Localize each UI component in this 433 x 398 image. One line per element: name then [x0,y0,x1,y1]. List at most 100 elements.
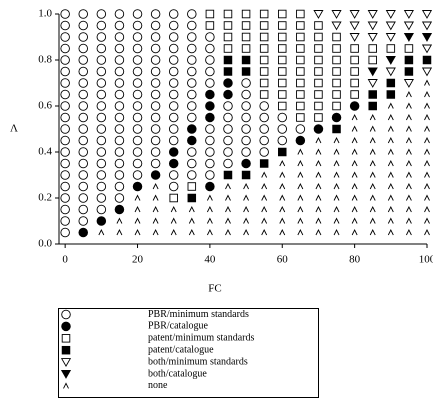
data-point [78,112,88,123]
data-point [331,112,342,123]
data-point [60,193,70,203]
data-point [134,205,141,213]
data-point [279,182,286,190]
data-point [314,113,323,122]
data-point [367,10,378,19]
data-point [424,228,430,236]
data-point [132,9,143,19]
data-point [406,194,412,201]
x-tick-label: 80 [349,254,361,266]
data-point [223,44,233,53]
data-point [96,147,107,157]
data-point [424,79,430,86]
data-point [333,136,340,144]
data-point [152,194,159,201]
data-point [60,112,70,123]
data-point [243,182,249,190]
data-point [314,67,323,76]
data-point [206,228,213,236]
data-point [406,90,412,98]
data-point [278,55,287,65]
data-point [315,159,322,167]
data-point [60,66,70,77]
data-point [279,228,286,236]
data-point [241,44,251,53]
data-point [205,66,215,77]
data-point [297,217,304,224]
data-point [314,78,323,88]
data-point [404,67,414,76]
data-point [369,136,376,144]
legend-label: patent/minimum standards [148,333,254,344]
data-point [351,136,358,144]
data-point [96,89,107,100]
data-point [259,90,269,99]
data-point [243,205,249,213]
data-point [279,217,286,224]
data-point [313,10,324,19]
data-point [168,158,179,169]
data-point [223,135,233,146]
data-point [332,67,341,76]
data-point [332,55,341,65]
data-point [315,228,322,236]
y-axis-label: Λ [10,123,18,135]
data-point [205,21,215,30]
data-point [241,32,251,42]
data-point [96,9,107,19]
data-point [259,159,269,168]
data-point [296,21,305,30]
data-point [351,228,358,236]
data-point [78,193,88,203]
data-point [369,217,376,224]
data-point [187,147,197,157]
data-point [60,78,70,88]
data-point [96,216,107,226]
data-point [315,217,322,224]
data-point [134,194,141,201]
data-point [223,124,233,134]
data-point [205,101,215,111]
data-point [60,101,70,111]
data-point [187,32,197,42]
data-point [241,135,251,146]
data-point [243,194,249,201]
y-tick-label: 0.4 [38,146,52,158]
data-point [241,78,251,88]
data-point [297,194,304,201]
data-point [168,89,179,100]
data-point [114,55,125,65]
data-point [205,181,215,192]
data-point [279,194,286,201]
data-point [241,9,251,19]
data-point [96,78,107,88]
data-point [168,20,179,31]
data-point [225,205,231,213]
data-point [385,56,396,65]
data-point [205,89,215,100]
data-point [259,147,269,157]
y-tick-label: 1.0 [38,8,52,20]
data-point [350,78,359,88]
data-point [314,101,323,111]
data-point [349,10,360,19]
data-point [424,136,430,144]
data-point [187,9,197,19]
data-point [296,32,305,42]
data-point [422,55,432,65]
data-point [114,181,125,192]
data-point [60,32,70,42]
data-point [351,171,358,178]
data-point [387,171,394,178]
data-point [132,101,143,111]
data-point [223,21,233,30]
data-point [314,21,323,30]
data-point [351,125,358,132]
data-point [279,159,286,167]
data-point [116,217,123,224]
data-point [188,228,195,236]
data-point [132,147,143,157]
data-point [60,181,70,192]
legend-label: both/minimum standards [148,356,248,367]
